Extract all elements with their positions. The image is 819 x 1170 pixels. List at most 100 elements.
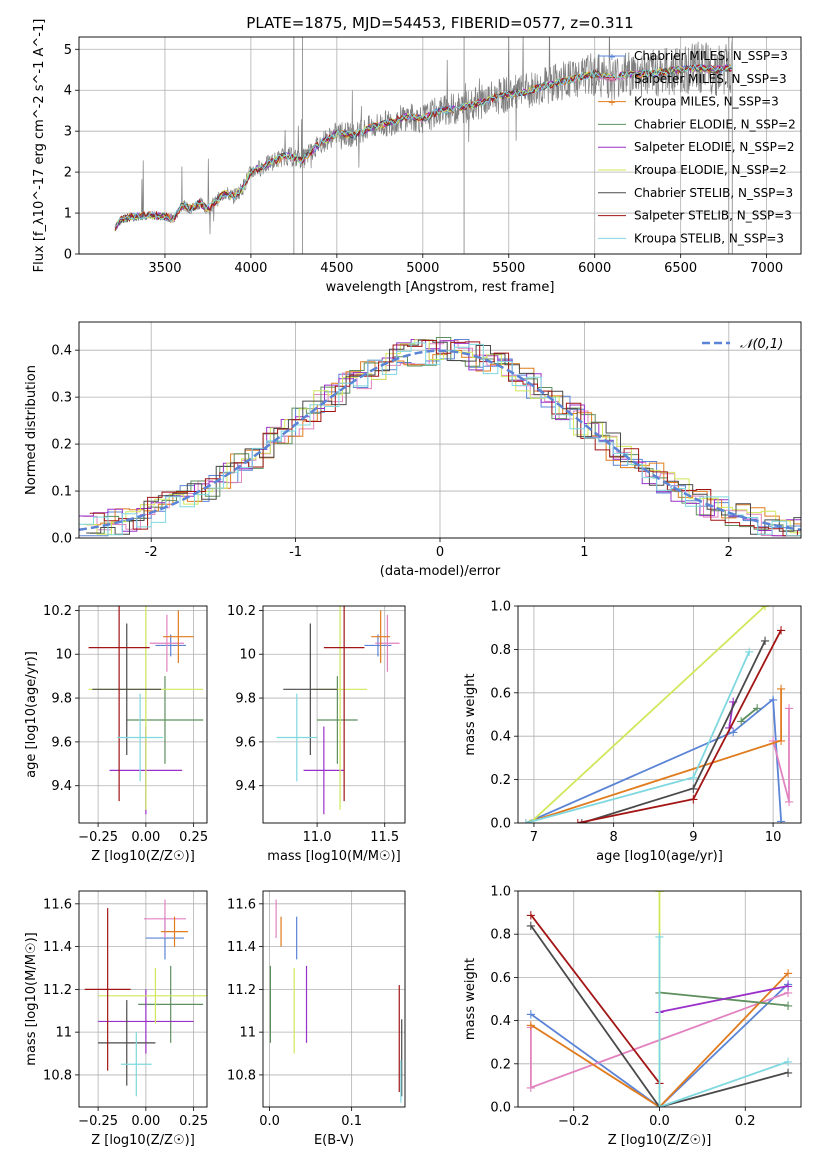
weight-series-line	[525, 697, 782, 823]
y-tick-label: 0.2	[51, 438, 72, 453]
x-tick-label: 1	[580, 545, 588, 560]
x-tick-label: 10	[765, 830, 782, 845]
legend-label: Chabrier STELIB, N_SSP=3	[634, 186, 793, 200]
x-axis-label: Z [log10(Z/Z☉)]	[608, 1133, 712, 1148]
y-tick-label: 11.2	[43, 983, 72, 998]
x-tick-label: −0.2	[558, 1114, 590, 1129]
x-tick-label: 5000	[406, 261, 439, 276]
y-axis-label: Normed distribution	[24, 365, 39, 495]
y-axis-label: mass weight	[463, 958, 478, 1040]
y-tick-label: 0.0	[490, 1101, 511, 1116]
x-tick-label: -1	[289, 545, 302, 560]
y-tick-label: 9.4	[51, 779, 72, 794]
y-tick-label: 9.4	[235, 779, 256, 794]
weight-point-marker: +	[783, 980, 794, 995]
y-tick-label: 1.0	[490, 600, 511, 615]
residual-histogram	[89, 340, 801, 537]
axes-age_vs_Z: −0.25 0.00 0.25 9.4 9.6 9.8 10 10.2 Z [log10(Z/Z…	[24, 604, 208, 864]
axes-frame	[262, 605, 406, 824]
x-tick-label: 0.0	[259, 1114, 280, 1129]
y-tick-label: 1	[64, 207, 72, 222]
weight-series-line	[525, 651, 751, 823]
x-tick-label: -2	[145, 545, 158, 560]
errorbar-point	[303, 726, 345, 815]
y-tick-label: 11.4	[43, 940, 72, 955]
weight-point-marker: +	[776, 814, 787, 829]
weight-series-line	[525, 688, 782, 823]
errorbar-point	[163, 610, 194, 663]
x-tick-label: 11.0	[303, 830, 332, 845]
legend-marker: +	[608, 75, 616, 86]
x-tick-label: 0.2	[735, 1114, 756, 1129]
errorbar-point	[92, 623, 162, 756]
weight-point-marker: +	[654, 1101, 665, 1116]
y-tick-label: 0.8	[490, 928, 511, 943]
weight-point-marker: +	[776, 734, 787, 749]
x-tick-label: 4000	[234, 261, 267, 276]
x-axis-label: Z [log10(Z/Z☉)]	[91, 849, 195, 864]
grid	[263, 606, 405, 823]
x-tick-label: 6500	[664, 261, 697, 276]
weight-series-line	[577, 629, 782, 823]
legend-label: Salpeter MILES, N_SSP=3	[634, 72, 787, 86]
axes-mass_vs_ebv: 0.0 0.1 10.8 11 11.2 11.4 11.6 E(B-V)	[227, 890, 406, 1148]
x-tick-label: 7	[530, 830, 538, 845]
x-tick-label: 2	[725, 545, 733, 560]
x-axis-label: age [log10(age/yr)]	[596, 849, 723, 864]
axes-frame	[78, 605, 208, 824]
chart-title: PLATE=1875, MJD=54453, FIBERID=0577, z=0…	[246, 14, 633, 32]
weight-point-marker: +	[521, 817, 532, 832]
weight-point-marker: +	[768, 693, 779, 708]
y-tick-label: 11.6	[43, 897, 72, 912]
errorbar-point	[276, 693, 318, 782]
y-tick-label: 10.2	[43, 604, 72, 619]
legend-label: Chabrier ELODIE, N_SSP=2	[634, 117, 796, 131]
weight-series-line	[659, 985, 789, 1013]
weight-point-marker: +	[776, 623, 787, 638]
weight-point-marker: +	[728, 695, 739, 710]
weight-point-marker: +	[525, 908, 536, 923]
weight-point-marker: +	[525, 1008, 536, 1023]
y-axis-label: mass weight	[463, 673, 478, 755]
weight-series-line	[740, 707, 758, 722]
weight-point-marker: +	[688, 782, 699, 797]
weight-point-marker: +	[783, 967, 794, 982]
y-tick-label: 0.4	[490, 730, 511, 745]
y-tick-label: 11	[55, 1026, 72, 1041]
weight-point-marker: +	[736, 715, 747, 730]
y-tick-label: 0.1	[51, 485, 72, 500]
weight-series-line	[530, 972, 789, 1107]
legend-marker: +	[608, 52, 616, 63]
y-tick-label: 9.8	[235, 692, 256, 707]
x-tick-label: 4500	[320, 261, 353, 276]
y-tick-label: 0	[64, 248, 72, 263]
legend-label: Chabrier MILES, N_SSP=3	[634, 49, 788, 63]
y-tick-label: 11.6	[227, 897, 256, 912]
weight-series-line	[772, 708, 790, 802]
y-tick-label: 0.2	[490, 1057, 511, 1072]
weight-point-marker: +	[688, 793, 699, 808]
y-tick-label: 0.8	[490, 643, 511, 658]
x-axis-label: (data-model)/error	[380, 564, 501, 579]
y-axis-label: mass [log10(M/M☉)]	[24, 932, 39, 1065]
x-tick-label: 7000	[750, 261, 783, 276]
y-tick-label: 9.8	[51, 692, 72, 707]
y-tick-label: 9.6	[235, 735, 256, 750]
errorbar-point	[88, 606, 150, 802]
y-tick-label: 10.8	[227, 1068, 256, 1083]
weight-point-marker: +	[783, 986, 794, 1001]
errorbar-point	[126, 676, 204, 764]
y-tick-label: 4	[64, 84, 72, 99]
weight-point-marker: +	[688, 771, 699, 786]
model-spectrum-line	[114, 64, 733, 231]
errorbar-point	[98, 967, 207, 1024]
axes-age_vs_mass: 11.0 11.5 9.4 9.6 9.8 10 10.2 mass [log10(M/M☉)…	[227, 604, 406, 864]
weight-point-marker: +	[783, 1055, 794, 1070]
errorbar-point	[317, 676, 358, 764]
x-tick-label: 0	[436, 545, 444, 560]
residual-histogram	[79, 342, 801, 537]
axes-spectrum: 3500 4000 4500 5000 5500 6000 6500 7000 0 1 2 3 4 5 wa…	[32, 14, 802, 295]
y-tick-label: 1.0	[490, 885, 511, 900]
legend: 𝒩(0,1)	[702, 337, 783, 352]
x-tick-label: 8	[610, 830, 618, 845]
